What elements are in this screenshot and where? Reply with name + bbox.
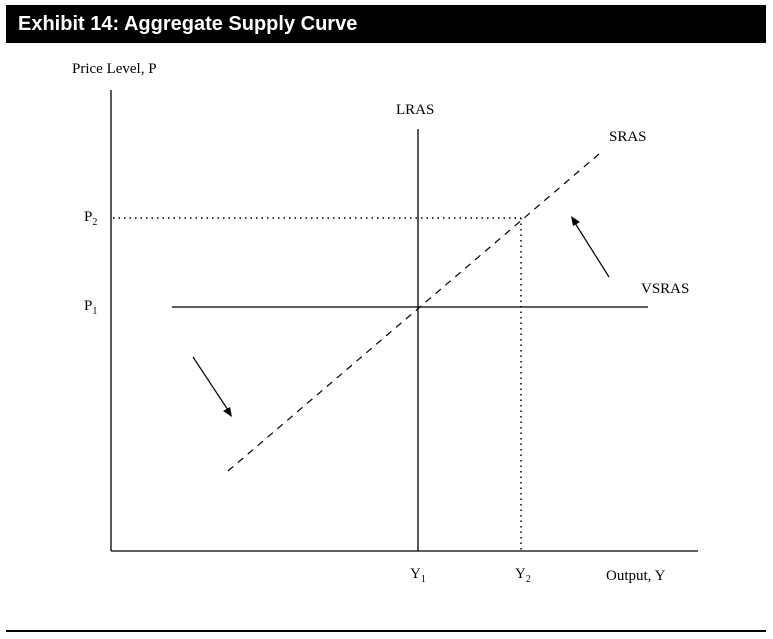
y-axis-label: Price Level, P <box>72 61 157 77</box>
p2-label: P2 <box>84 209 97 228</box>
lras-label: LRAS <box>396 102 434 118</box>
sras-line <box>227 153 600 472</box>
sras-label: SRAS <box>609 129 647 145</box>
y2-label: Y2 <box>515 566 531 585</box>
lower-arrow-shaft <box>192 356 229 411</box>
y1-label: Y1 <box>410 566 426 585</box>
p1-label: P1 <box>84 298 97 317</box>
lower-arrow-head <box>223 407 232 417</box>
vsras-label: VSRAS <box>641 281 689 297</box>
bottom-rule <box>6 630 766 632</box>
upper-arrow-shaft <box>574 222 610 278</box>
exhibit-title: Exhibit 14: Aggregate Supply Curve <box>6 5 766 43</box>
upper-arrow-head <box>571 216 580 226</box>
x-axis-label: Output, Y <box>606 568 666 584</box>
